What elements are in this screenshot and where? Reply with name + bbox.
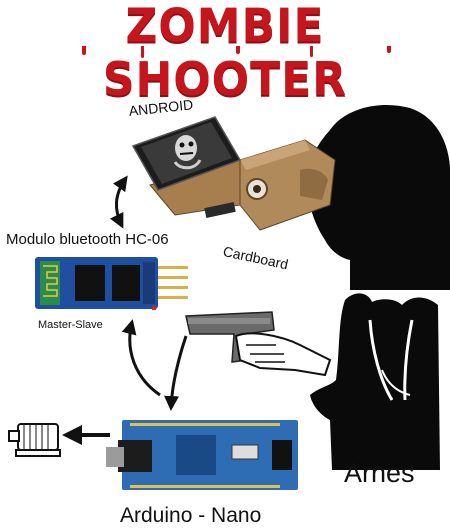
arrow-phone-bluetooth <box>109 175 128 229</box>
page-title: ZOMBIE SHOOTER <box>102 0 348 107</box>
bluetooth-module-label: Modulo bluetooth HC-06 <box>6 231 169 248</box>
zombie-face-icon <box>173 135 202 170</box>
title-drip <box>236 46 240 54</box>
bluetooth-module-icon <box>35 257 188 310</box>
head-silhouette-icon <box>303 105 450 290</box>
arrow-bluetooth-arduino <box>121 319 161 397</box>
title-drip <box>310 46 313 57</box>
master-slave-label: Master-Slave <box>38 319 103 331</box>
arrow-pistol-arduino <box>164 335 188 411</box>
title-drip <box>82 46 86 55</box>
cardboard-headset-icon <box>149 139 336 231</box>
arduino-board-icon <box>106 420 298 490</box>
pistol-hand-icon <box>185 311 332 377</box>
title-drip <box>387 46 391 53</box>
title-drip <box>141 46 144 58</box>
motor-icon <box>8 423 61 457</box>
phone-icon <box>131 116 242 191</box>
arduino-nano-label: Arduino - Nano <box>120 504 262 527</box>
arnes-label: Arnes <box>344 458 415 488</box>
vest-icon <box>310 293 440 470</box>
